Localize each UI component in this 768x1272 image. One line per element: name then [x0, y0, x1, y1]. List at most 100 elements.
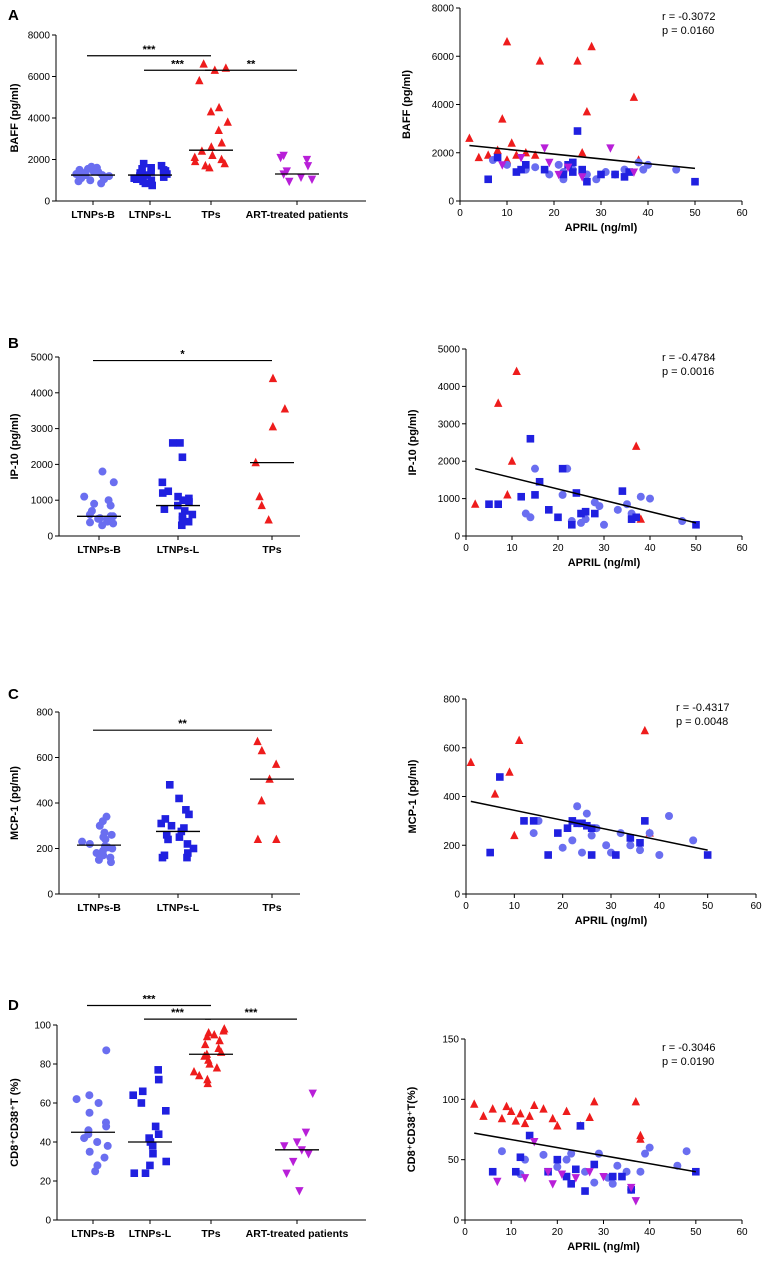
data-point-circle — [98, 467, 107, 476]
y-tick-label: 4000 — [438, 382, 461, 393]
data-point-square — [189, 844, 198, 853]
data-point-circle — [626, 841, 635, 850]
scatter-plot: 0 1000 2000 3000 4000 5000 0 10 20 30 40 50 60 APRIL … — [407, 345, 748, 570]
data-point-square — [188, 510, 197, 519]
data-point-triangle-down — [571, 1174, 580, 1183]
data-point-triangle — [208, 150, 217, 159]
data-point-triangle — [217, 138, 226, 147]
data-point-square — [161, 815, 170, 823]
x-tick-label: 60 — [736, 543, 748, 554]
data-point-circle — [636, 492, 645, 501]
correlation-p: p = 0.0048 — [676, 716, 728, 728]
y-tick-label: 1000 — [438, 494, 461, 505]
data-point-circle — [562, 1155, 571, 1164]
data-point-triangle — [268, 422, 278, 431]
data-point-circle — [107, 830, 116, 839]
data-point-circle — [644, 160, 652, 169]
y-axis-label: MCP-1 (pg/ml) — [9, 766, 21, 840]
data-point-triangle — [578, 147, 587, 157]
y-tick-label: 0 — [44, 197, 50, 208]
dot-plot: 0 1000 2000 3000 4000 5000 IP-10 (pg/ml) LTNPs-… — [9, 349, 300, 556]
data-point-square — [583, 177, 591, 186]
data-point-circle — [672, 165, 681, 174]
y-tick-label: 8000 — [28, 31, 51, 42]
data-point-triangle — [631, 1096, 641, 1106]
data-point-square — [568, 817, 577, 825]
data-point-square — [162, 1107, 170, 1115]
data-point-circle — [100, 1153, 109, 1162]
data-point-square — [529, 817, 538, 825]
data-point-circle — [558, 843, 567, 852]
data-point-triangle — [629, 92, 639, 101]
data-point-circle — [554, 160, 563, 169]
data-point-triangle-down — [279, 151, 288, 161]
x-tick-label: 30 — [598, 1227, 610, 1238]
x-tick-label: 20 — [557, 901, 569, 912]
y-tick-label: 100 — [34, 1021, 51, 1032]
data-point-square — [625, 168, 633, 176]
data-point-circle — [665, 812, 673, 820]
x-tick-label: 40 — [644, 1227, 656, 1238]
data-point-circle — [75, 165, 84, 174]
x-tick-label: 50 — [702, 901, 714, 912]
dot-plot: 0 200 400 600 800 MCP-1 (pg/ml) LTNPs-B LTNPs-L… — [9, 708, 300, 914]
data-point-triangle — [470, 1099, 479, 1108]
y-tick-label: 60 — [40, 1099, 52, 1110]
data-point-circle — [101, 1118, 110, 1127]
data-point-triangle — [253, 834, 263, 843]
data-point-square — [692, 1167, 700, 1176]
y-tick-label: 0 — [453, 1216, 459, 1227]
data-point-triangle — [510, 830, 519, 840]
data-point-triangle — [493, 145, 502, 154]
data-point-square — [141, 1169, 150, 1177]
y-tick-label: 800 — [36, 708, 53, 719]
data-point-circle — [529, 829, 538, 838]
data-point-triangle-down — [307, 175, 317, 185]
data-point-square — [512, 168, 521, 176]
data-point-triangle-down — [285, 177, 294, 187]
data-point-triangle-down — [295, 1187, 304, 1196]
data-point-square — [612, 851, 620, 859]
data-point-triangle — [220, 1024, 229, 1033]
data-point-circle — [102, 812, 111, 821]
data-point-triangle — [636, 1134, 645, 1143]
data-point-square — [158, 489, 167, 497]
data-point-circle — [646, 494, 654, 503]
data-point-square — [569, 168, 577, 176]
data-point-circle — [92, 849, 101, 858]
data-point-triangle — [640, 725, 650, 735]
data-point-square — [641, 817, 649, 825]
data-point-triangle — [497, 1113, 507, 1123]
data-point-triangle-down — [282, 167, 291, 176]
x-tick-label: 50 — [690, 543, 702, 554]
data-point-square — [520, 817, 528, 825]
data-point-circle — [568, 836, 577, 845]
data-point-square — [576, 1122, 585, 1130]
category-label: LTNPs-L — [129, 209, 172, 221]
y-tick-label: 400 — [36, 799, 53, 810]
data-point-triangle-down — [516, 153, 526, 163]
x-tick-label: 60 — [750, 901, 762, 912]
data-point-circle — [595, 502, 604, 511]
data-point-triangle — [553, 1121, 562, 1130]
data-point-square — [176, 439, 184, 447]
data-point-square — [493, 153, 502, 162]
data-point-square — [559, 170, 568, 179]
correlation-p: p = 0.0160 — [662, 25, 714, 37]
data-point-circle — [86, 176, 95, 185]
data-point-square — [180, 507, 189, 515]
y-tick-label: 2000 — [438, 457, 461, 468]
data-point-triangle-down — [627, 1183, 636, 1193]
data-point-square — [157, 819, 166, 828]
data-point-square — [636, 839, 644, 847]
data-point-square — [568, 520, 576, 529]
data-point-triangle — [214, 102, 224, 112]
data-point-square — [691, 177, 699, 186]
data-point-square — [184, 849, 192, 857]
x-tick-label: 0 — [463, 543, 469, 554]
data-point-square — [178, 512, 187, 521]
data-point-triangle-down — [282, 1169, 291, 1178]
